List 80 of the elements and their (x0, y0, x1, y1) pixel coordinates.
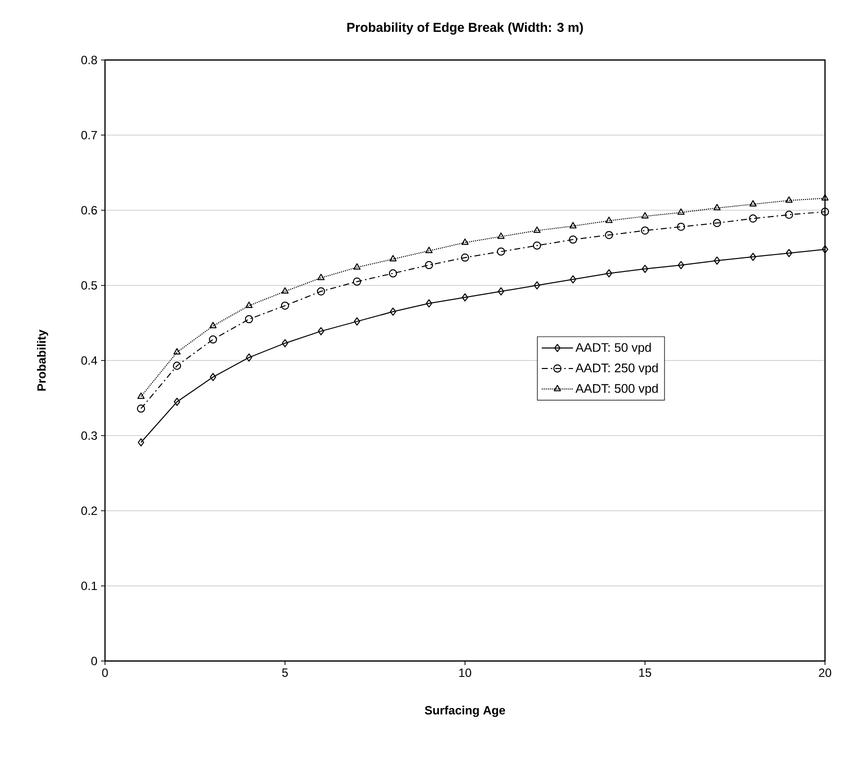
point (425, 246, 433, 254)
point (750, 252, 756, 261)
y-tick-label: 0.7 (81, 130, 97, 140)
y-tick-label: 0.8 (81, 56, 97, 64)
point (136, 404, 146, 413)
point (316, 287, 326, 296)
chart-title: Probability of Edge Break (Width: 3 m) (347, 22, 583, 35)
point (210, 372, 216, 382)
point (678, 261, 684, 270)
point (713, 204, 721, 210)
point (426, 299, 432, 308)
point (282, 339, 288, 348)
point (604, 230, 614, 240)
point (244, 315, 254, 324)
point (712, 218, 722, 228)
point (245, 302, 253, 308)
point (352, 278, 362, 286)
point (785, 196, 793, 203)
point (605, 216, 613, 224)
point (748, 214, 758, 223)
point (353, 263, 361, 270)
point (641, 212, 649, 219)
point (676, 222, 686, 231)
point (640, 226, 650, 235)
point (533, 226, 541, 233)
x-tick-label: 15 (639, 668, 652, 677)
x-tick-label: 0 (102, 668, 108, 677)
point (820, 208, 830, 216)
y-tick-label: 0.4 (81, 356, 98, 365)
point (496, 247, 506, 256)
point (280, 302, 290, 310)
point (208, 335, 218, 344)
point (677, 208, 685, 215)
point (822, 245, 828, 254)
point (569, 222, 577, 228)
point (209, 322, 217, 328)
point (173, 348, 181, 355)
point (424, 261, 434, 270)
point (281, 287, 289, 294)
point (389, 254, 397, 262)
point (784, 210, 794, 219)
point (318, 327, 324, 336)
point (714, 256, 720, 265)
point (137, 392, 145, 399)
point (138, 438, 144, 446)
point (354, 317, 360, 326)
x-tick-label: 10 (459, 668, 472, 677)
y-tick-label: 0 (91, 656, 98, 666)
point (172, 362, 182, 370)
point (246, 353, 252, 362)
point (749, 200, 757, 207)
x-axis-title: Surfacing Age (424, 706, 506, 717)
point (786, 248, 792, 258)
point (174, 398, 180, 406)
y-axis-title: Probability (36, 330, 48, 391)
point (532, 241, 542, 250)
point (462, 293, 468, 302)
point (821, 194, 829, 201)
point (390, 308, 396, 316)
point (498, 287, 504, 296)
point (461, 238, 469, 245)
y-tick-label: 0.2 (81, 506, 97, 515)
legend-label: AADT: 500 vpd (575, 384, 658, 396)
point (570, 275, 576, 284)
point (534, 281, 540, 290)
legend-label: AADT: 250 vpd (575, 363, 658, 375)
point (460, 253, 470, 262)
y-tick-label: 0.6 (81, 206, 97, 214)
point (642, 264, 648, 273)
y-tick-label: 0.3 (81, 431, 97, 440)
x-tick-label: 5 (282, 668, 288, 677)
point (388, 269, 398, 278)
y-tick-label: 0.5 (81, 281, 97, 290)
y-tick-label: 0.1 (81, 582, 97, 590)
x-tick-label: 20 (818, 668, 832, 677)
point (606, 269, 612, 278)
point (317, 274, 325, 280)
point (497, 232, 505, 239)
legend-label: AADT: 50 vpd (575, 342, 651, 354)
point (568, 235, 578, 244)
